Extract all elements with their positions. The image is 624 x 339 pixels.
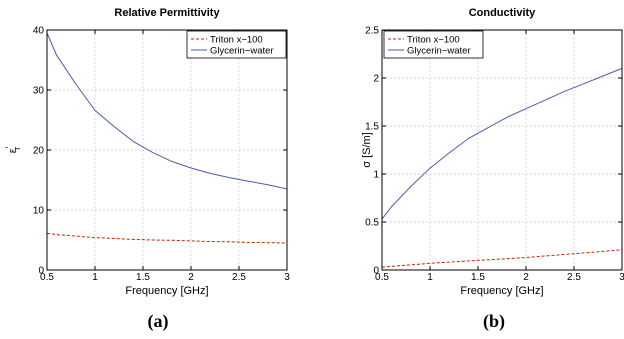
legend-label-triton: Triton x−100 [407, 35, 460, 46]
y-tick-label: 1.5 [365, 122, 379, 133]
y-tick-label: 30 [33, 86, 45, 97]
y-tick-label: 2.5 [365, 26, 379, 37]
x-tick-label: 3 [284, 272, 290, 283]
plot-frame [46, 29, 288, 271]
legend-label-triton: Triton x−100 [210, 35, 263, 46]
x-tick-label: 0.5 [40, 272, 54, 283]
y-tick-label: 10 [33, 206, 45, 217]
legend-box [186, 30, 287, 59]
y-tick-label: 0 [373, 266, 379, 277]
x-tick-label: 2 [188, 272, 194, 283]
panel-caption: (b) [483, 311, 505, 332]
legend-label-glycerin: Glycerin−water [407, 46, 471, 57]
plot-frame [381, 29, 623, 271]
x-tick-label: 1.5 [471, 272, 485, 283]
y-tick-label: 0 [38, 266, 44, 277]
series-line-triton [381, 249, 623, 268]
y-axis-label: ε′r [4, 146, 22, 153]
y-tick-label: 40 [33, 26, 45, 37]
y-tick-label: 1 [373, 170, 379, 181]
x-tick-label: 2.5 [232, 272, 246, 283]
y-tick-label: 2 [373, 74, 379, 85]
x-tick-label: 1 [92, 272, 98, 283]
y-tick-label: 20 [33, 146, 45, 157]
chart-panel-conductivity: 0.5 1 1.5 2 2.5 300.511.522.5ConductivityFreq… [361, 7, 624, 332]
series-line-glycerin [46, 32, 288, 190]
x-tick-label: 1.5 [136, 272, 150, 283]
chart-title: Relative Permittivity [114, 7, 220, 19]
panel-caption: (a) [148, 311, 169, 332]
y-tick-label: 0.5 [365, 218, 379, 229]
legend-box [383, 30, 484, 59]
x-tick-label: 1 [427, 272, 433, 283]
x-tick-label: 0.5 [375, 272, 389, 283]
chart-title: Conductivity [469, 7, 536, 19]
x-axis-label: Frequency [GHz] [460, 285, 543, 297]
legend-label-glycerin: Glycerin−water [210, 46, 274, 57]
series-line-triton [46, 232, 288, 244]
x-axis-label: Frequency [GHz] [125, 285, 208, 297]
x-tick-label: 3 [619, 272, 624, 283]
x-tick-label: 2.5 [567, 272, 581, 283]
x-tick-label: 2 [523, 272, 529, 283]
y-axis-label: σ [S/m] [361, 132, 373, 168]
series-line-glycerin [381, 67, 623, 220]
